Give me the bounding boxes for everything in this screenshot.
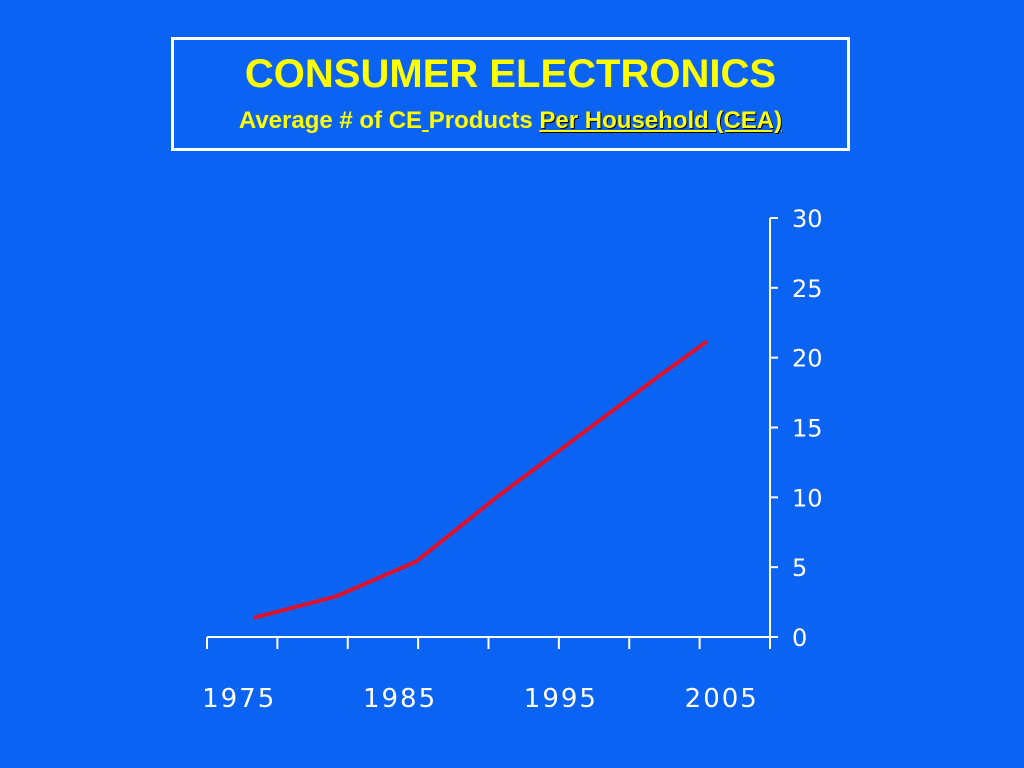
chart-title: CONSUMER ELECTRONICS [244, 52, 777, 96]
subtitle-source: Per Household (CEA) [539, 107, 783, 134]
y-tick-label: 25 [792, 275, 823, 303]
y-tick-label: 0 [792, 624, 807, 652]
y-tick-label: 30 [792, 205, 823, 233]
y-tick-label: 10 [792, 484, 823, 512]
y-tick-label: 20 [792, 345, 823, 373]
series-line [253, 340, 708, 620]
x-tick-label: 1975 [202, 684, 276, 714]
subtitle-part2: Products [428, 107, 540, 134]
x-tick-label: 1985 [363, 684, 437, 714]
y-tick-label: 15 [792, 415, 823, 443]
subtitle-part1: Average # of CE [238, 107, 423, 134]
y-tick-label: 5 [792, 554, 807, 582]
chart-subtitle: Average # of CE Products Per Household (… [174, 106, 847, 136]
title-box: CONSUMER ELECTRONICS Average # of CE Pro… [171, 37, 850, 151]
x-tick-label: 2005 [685, 684, 759, 714]
x-tick-label: 1995 [524, 684, 598, 714]
